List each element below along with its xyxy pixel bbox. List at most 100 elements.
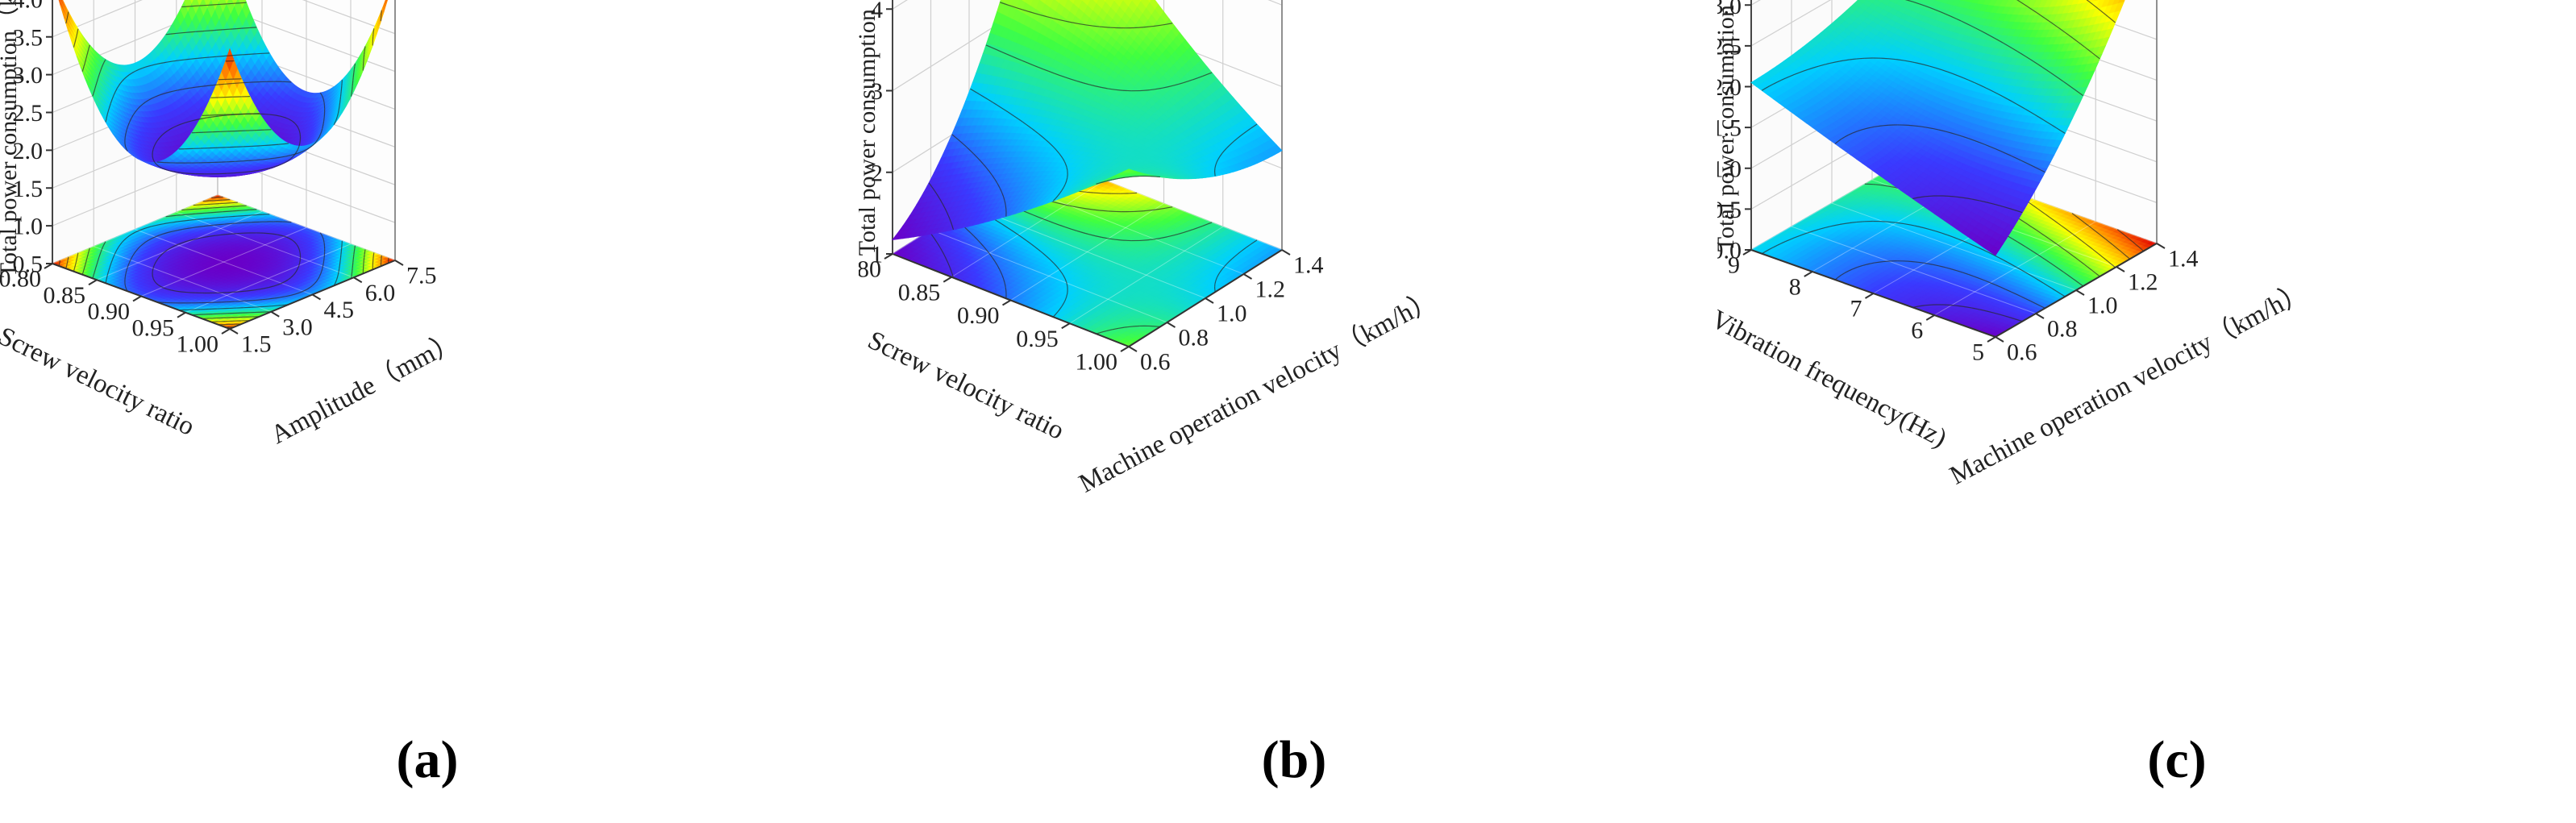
floor-contour [94, 271, 96, 273]
floor-contour [216, 211, 223, 213]
surface-contour [157, 165, 160, 168]
surface-contour [209, 56, 216, 58]
surface-contour [262, 158, 268, 160]
surface-contour [157, 161, 164, 164]
floor-contour [298, 249, 301, 252]
surface-contour [127, 123, 130, 126]
floor-contour [85, 262, 87, 264]
surface-contour [223, 28, 230, 31]
floor-contour [73, 266, 76, 269]
floor-contour [206, 224, 213, 227]
surface-contour [135, 110, 137, 111]
surface-contour [199, 85, 204, 88]
surface-contour [255, 169, 259, 172]
surface-contour [319, 134, 322, 136]
surface-contour [235, 54, 243, 56]
surface-contour [298, 127, 300, 130]
surface-contour [111, 98, 114, 101]
surface-contour [221, 114, 228, 117]
surface-contour [165, 33, 171, 35]
surface-contour [160, 62, 164, 64]
floor-contour [125, 270, 127, 273]
floor-contour [99, 252, 102, 256]
floor-contour [165, 215, 171, 218]
floor-contour [335, 277, 338, 281]
floor-contour [106, 275, 108, 278]
surface-contour [243, 27, 250, 29]
floor-contour [231, 202, 238, 204]
surface-contour [323, 99, 325, 103]
floor-contour [336, 274, 339, 278]
surface-contour [335, 118, 337, 121]
surface-contour [333, 123, 335, 125]
floor-contour [298, 248, 300, 250]
floor-contour [111, 259, 114, 262]
floor-contour [96, 262, 98, 264]
floor-contour [160, 223, 164, 225]
floor-contour [163, 222, 167, 225]
floor-contour [170, 214, 177, 217]
floor-contour [228, 215, 235, 218]
surface-contour [298, 129, 300, 131]
floor-contour [179, 228, 183, 231]
surface-contour [124, 144, 127, 148]
surface-contour [188, 87, 193, 89]
floor-contour [66, 264, 68, 266]
surface-contour [335, 116, 338, 119]
floor-contour [337, 272, 339, 275]
floor-contour [119, 243, 121, 246]
floor-contour [287, 278, 289, 281]
floor-contour [107, 269, 110, 272]
surface-contour [337, 110, 339, 114]
floor-contour [255, 289, 259, 291]
floor-contour [67, 257, 69, 261]
floor-contour [127, 263, 130, 266]
surface-contour [224, 83, 231, 85]
floor-contour [218, 223, 224, 226]
surface-contour [287, 160, 289, 161]
surface-contour [119, 83, 121, 85]
floor-contour [335, 280, 337, 282]
surface-contour [206, 85, 213, 87]
floor-contour [73, 268, 75, 271]
surface-contour [125, 130, 127, 134]
surface-contour [94, 89, 96, 92]
floor-contour [203, 203, 211, 206]
floor-contour [354, 245, 356, 249]
surface-contour [298, 143, 301, 147]
surface-contour [218, 83, 224, 85]
floor-contour [156, 260, 157, 262]
surface-contour [268, 157, 273, 160]
surface-contour [108, 106, 110, 109]
surface-contour [106, 114, 108, 117]
floor-contour [87, 253, 89, 256]
floor-contour [224, 222, 231, 225]
surface-contour [278, 143, 285, 145]
surface-contour [216, 56, 223, 57]
surface-contour [177, 31, 184, 34]
floor-contour [196, 212, 203, 214]
floor-contour [256, 299, 263, 301]
floor-contour [144, 227, 148, 229]
floor-contour [223, 210, 230, 213]
surface-contour [336, 113, 339, 117]
floor-contour [213, 224, 218, 226]
surface-contour [102, 62, 105, 64]
floor-contour [223, 199, 230, 201]
floor-contour [75, 260, 77, 264]
floor-contour [197, 218, 203, 220]
floor-contour [235, 215, 243, 217]
surface-contour [99, 70, 102, 73]
surface-contour [354, 63, 356, 67]
floor-contour [102, 245, 104, 247]
floor-contour [152, 276, 154, 279]
surface-contour [107, 108, 110, 111]
surface-contour [189, 57, 197, 60]
surface-contour [163, 61, 167, 64]
surface-contour [215, 115, 221, 118]
chart-panel-a: 0.51.01.52.02.53.03.54.04.50.800.850.900… [0, 0, 859, 823]
surface-contour [284, 143, 289, 145]
floor-contour [124, 284, 127, 288]
floor-contour [85, 258, 88, 262]
floor-contour [235, 291, 241, 293]
